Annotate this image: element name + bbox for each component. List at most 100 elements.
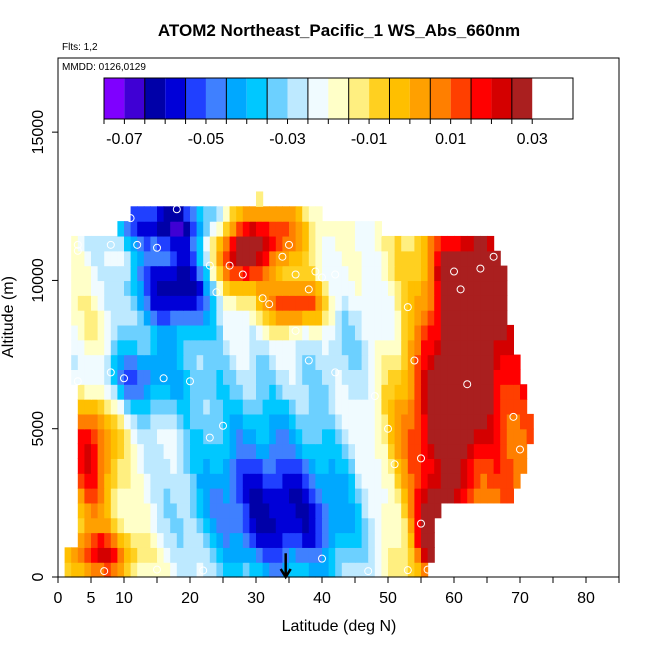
heatmap-cell (414, 532, 422, 548)
heatmap-cell (328, 235, 336, 252)
heatmap-cell (322, 221, 330, 237)
heatmap-cell (434, 295, 442, 311)
chart-title: ATOM2 Northeast_Pacific_1 WS_Abs_660nm (158, 21, 520, 40)
sample-point (73, 246, 82, 255)
heatmap-cell (295, 399, 303, 415)
heatmap-cell (368, 354, 376, 370)
heatmap-cell (434, 428, 442, 445)
heatmap-cell (335, 562, 343, 578)
heatmap-cell (143, 295, 151, 311)
heatmap-cell (97, 399, 105, 415)
heatmap-cell (388, 428, 396, 445)
heatmap-cell (143, 221, 151, 237)
heatmap-cell (427, 339, 435, 356)
heatmap-cell (401, 324, 409, 341)
heatmap-cell (427, 369, 435, 385)
heatmap-cell (460, 235, 468, 252)
heatmap-cell (236, 324, 244, 341)
heatmap-cell (190, 532, 198, 548)
heatmap-cell (328, 413, 336, 430)
heatmap-cell (130, 206, 138, 222)
heatmap-cell (407, 339, 415, 356)
heatmap-cell (454, 399, 462, 415)
heatmap-cell (84, 265, 92, 282)
heatmap-cell (223, 562, 231, 578)
heatmap-cell (262, 369, 270, 385)
heatmap-cell (196, 532, 204, 548)
heatmap-cell (434, 235, 442, 252)
heatmap-cell (183, 354, 191, 370)
heatmap-cell (289, 384, 297, 400)
heatmap-cell (328, 339, 336, 356)
heatmap-cell (170, 384, 178, 400)
heatmap-cell (183, 443, 191, 459)
heatmap-cell (124, 413, 132, 430)
heatmap-cell (493, 250, 501, 267)
heatmap-cell (467, 488, 475, 504)
heatmap-cell (269, 532, 277, 548)
heatmap-cell (170, 458, 178, 474)
heatmap-cell (407, 235, 415, 252)
heatmap-cell (223, 310, 231, 326)
heatmap-cell (473, 280, 481, 296)
heatmap-cell (361, 502, 369, 519)
heatmap-cell (190, 310, 198, 326)
heatmap-cell (440, 458, 448, 474)
heatmap-cell (110, 413, 118, 430)
heatmap-cell (368, 295, 376, 311)
heatmap-cell (249, 221, 257, 237)
heatmap-cell (229, 324, 237, 341)
heatmap-cell (427, 413, 435, 430)
heatmap-cell (341, 428, 349, 445)
heatmap-cell (77, 339, 85, 356)
sample-point (311, 267, 320, 276)
heatmap-cell (97, 413, 105, 430)
heatmap-cell (275, 428, 283, 445)
heatmap-cell (388, 547, 396, 563)
heatmap-cell (137, 265, 145, 282)
heatmap-cell (302, 295, 310, 311)
heatmap-cell (302, 221, 310, 237)
heatmap-cell (163, 206, 171, 222)
heatmap-cell (328, 295, 336, 311)
heatmap-cell (394, 280, 402, 296)
heatmap-cell (322, 532, 330, 548)
heatmap-cell (302, 384, 310, 400)
heatmap-cell (295, 235, 303, 252)
heatmap-cell (110, 339, 118, 356)
heatmap-cell (229, 310, 237, 326)
heatmap-cell (71, 369, 79, 385)
heatmap-cell (454, 354, 462, 370)
heatmap-cell (229, 547, 237, 563)
heatmap-cell (183, 235, 191, 252)
heatmap-cell (84, 295, 92, 311)
heatmap-cell (493, 310, 501, 326)
heatmap-cell (203, 250, 211, 267)
heatmap-cell (520, 428, 528, 445)
heatmap-cell (341, 502, 349, 519)
heatmap-cell (91, 280, 99, 296)
heatmap-cell (196, 324, 204, 341)
heatmap-cell (341, 384, 349, 400)
heatmap-cell (328, 384, 336, 400)
heatmap-cell (341, 458, 349, 474)
heatmap-cell (368, 310, 376, 326)
heatmap-cell (236, 310, 244, 326)
heatmap-cell (275, 310, 283, 326)
sample-point (463, 380, 472, 389)
heatmap-cell (97, 295, 105, 311)
heatmap-cell (269, 458, 277, 474)
heatmap-cell (282, 458, 290, 474)
heatmap-cell (506, 473, 514, 489)
heatmap-cell (223, 369, 231, 385)
colorbar-swatch (226, 78, 247, 119)
heatmap-cell (262, 235, 270, 252)
heatmap-cell (381, 354, 389, 370)
heatmap-cell (434, 339, 442, 356)
heatmap-cell (203, 413, 211, 430)
heatmap-cell (401, 517, 409, 534)
heatmap-cell (97, 339, 105, 356)
heatmap-cell (77, 265, 85, 282)
heatmap-cell (308, 221, 316, 237)
heatmap-cell (110, 517, 118, 534)
